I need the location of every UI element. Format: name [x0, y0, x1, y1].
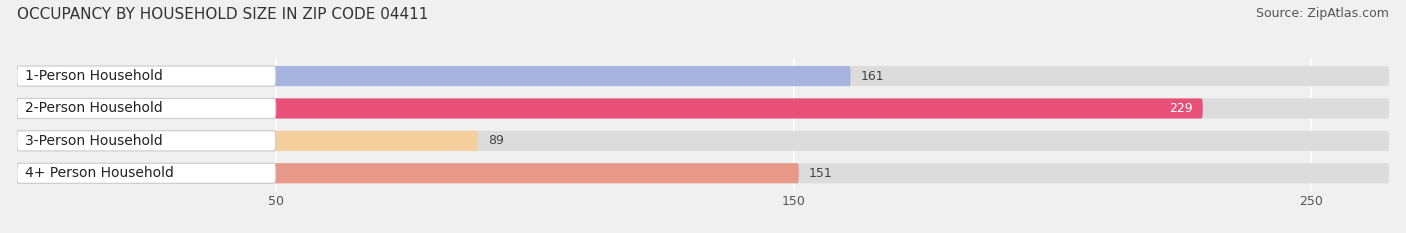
Text: 4+ Person Household: 4+ Person Household — [25, 166, 173, 180]
Text: 229: 229 — [1168, 102, 1192, 115]
FancyBboxPatch shape — [17, 66, 851, 86]
FancyBboxPatch shape — [17, 163, 799, 183]
Text: Source: ZipAtlas.com: Source: ZipAtlas.com — [1256, 7, 1389, 20]
FancyBboxPatch shape — [17, 98, 276, 119]
FancyBboxPatch shape — [17, 98, 1389, 119]
FancyBboxPatch shape — [17, 66, 1389, 86]
Text: 2-Person Household: 2-Person Household — [25, 101, 162, 116]
Text: 3-Person Household: 3-Person Household — [25, 134, 162, 148]
Text: OCCUPANCY BY HOUSEHOLD SIZE IN ZIP CODE 04411: OCCUPANCY BY HOUSEHOLD SIZE IN ZIP CODE … — [17, 7, 429, 22]
FancyBboxPatch shape — [17, 131, 478, 151]
Text: 161: 161 — [860, 70, 884, 82]
Text: 151: 151 — [810, 167, 832, 180]
FancyBboxPatch shape — [17, 98, 1202, 119]
FancyBboxPatch shape — [17, 131, 1389, 151]
FancyBboxPatch shape — [17, 163, 1389, 183]
Text: 1-Person Household: 1-Person Household — [25, 69, 163, 83]
Text: 89: 89 — [488, 134, 503, 147]
FancyBboxPatch shape — [17, 163, 276, 183]
FancyBboxPatch shape — [17, 131, 276, 151]
FancyBboxPatch shape — [17, 66, 276, 86]
